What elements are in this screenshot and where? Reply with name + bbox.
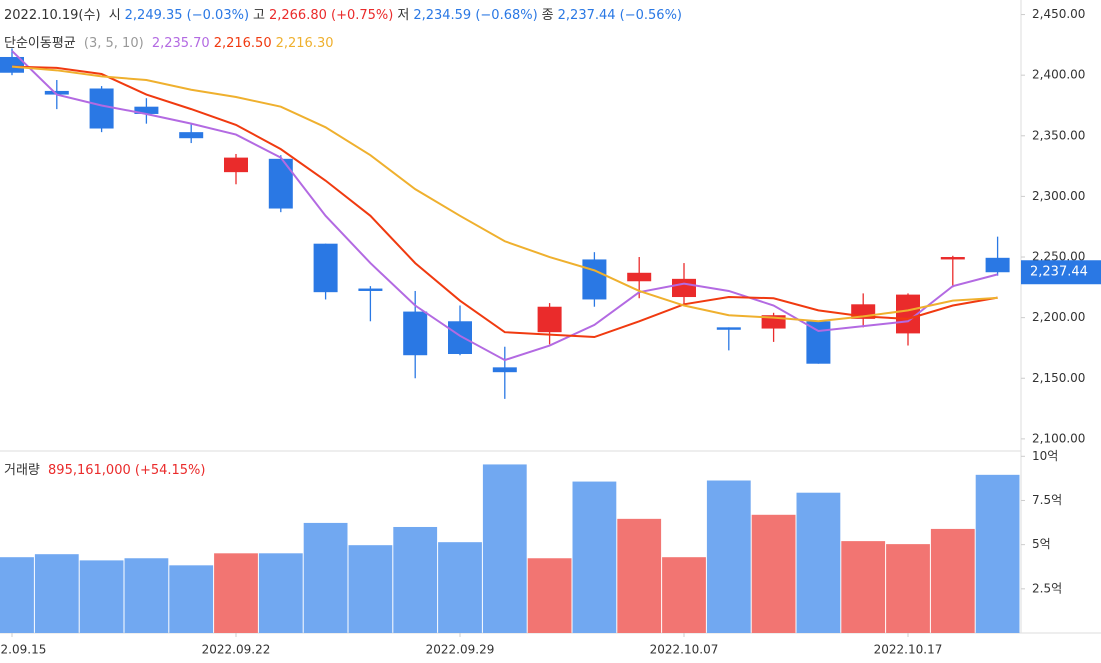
candle-body — [313, 243, 338, 293]
ma-title: 단순이동평균 — [4, 36, 76, 51]
x-tick-label: 2022.09.22 — [202, 643, 271, 657]
candle-body — [985, 257, 1010, 273]
y-tick-label: 2,450.00 — [1032, 7, 1085, 21]
y-tick-label: 2,350.00 — [1032, 128, 1085, 142]
y-tick-label: 2,300.00 — [1032, 189, 1085, 203]
volume-bar — [527, 558, 572, 633]
candle-body — [627, 272, 652, 282]
volume-bar — [751, 514, 796, 633]
ohlc-value: 2,237.44 (−0.56%) — [557, 8, 682, 23]
volume-bar — [214, 553, 258, 633]
volume-bar — [348, 545, 393, 633]
candle-body — [537, 306, 562, 333]
volume-bar — [975, 474, 1020, 633]
volume-bar — [572, 481, 617, 633]
y-tick-label: 2,100.00 — [1032, 431, 1085, 445]
candle-body — [89, 88, 114, 129]
y-tick-label: 2,400.00 — [1032, 68, 1085, 82]
y-tick-label: 2.5억 — [1032, 581, 1062, 595]
last-price-label: 2,237.44 — [1030, 265, 1088, 280]
volume-header: 거래량 895,161,000 (+54.15%) — [4, 459, 209, 478]
moving-average — [11, 65, 998, 339]
y-tick-label: 5억 — [1032, 537, 1051, 551]
candle-body — [940, 257, 965, 260]
ohlc-label: 저 — [397, 8, 410, 23]
y-tick-label: 10억 — [1032, 449, 1058, 463]
candle-body — [806, 321, 831, 364]
candle-body — [44, 90, 69, 95]
ohlc-label: 고 — [253, 8, 265, 23]
date: 2022.10.19(수) — [4, 8, 101, 23]
ohlc-value: 2,234.59 (−0.68%) — [413, 8, 538, 23]
volume-bar — [79, 560, 124, 633]
y-tick-label: 2,200.00 — [1032, 310, 1085, 324]
volume-bar — [662, 557, 706, 633]
price-header: 2022.10.19(수) 시 2,249.35 (−0.03%) 고 2,266.8… — [4, 4, 690, 23]
y-tick-label: 2,250.00 — [1032, 250, 1085, 264]
moving-average — [11, 50, 998, 362]
candle-body — [582, 259, 607, 300]
volume-bar — [169, 565, 214, 633]
y-tick-label: 2,150.00 — [1032, 371, 1085, 385]
candle-body — [0, 56, 24, 73]
ma-value: 2,235.70 — [151, 36, 210, 51]
volume-bar — [124, 558, 169, 633]
ohlc-value: 2,249.35 (−0.03%) — [124, 8, 250, 23]
ohlc-items: 시 2,249.35 (−0.03%) 고 2,266.80 (+0.75%) 저 2,2… — [109, 8, 686, 23]
volume-bar — [0, 557, 34, 633]
candle-body — [224, 157, 248, 173]
ohlc-value: 2,266.80 (+0.75%) — [268, 8, 394, 23]
volume-bar — [886, 544, 930, 633]
x-tick-label: 2022.10.07 — [650, 643, 719, 657]
x-tick-label: 2022.09.15 — [0, 643, 46, 657]
volume-title: 거래량 — [4, 463, 40, 478]
candle-body — [179, 132, 204, 139]
ma-periods: (3, 5, 10) — [83, 36, 144, 51]
candle-body — [403, 311, 428, 356]
volume-bar — [930, 528, 975, 633]
volume-bar — [841, 541, 886, 633]
candle-body — [358, 288, 383, 291]
x-tick-label: 2022.09.29 — [426, 643, 495, 657]
volume-bar — [303, 522, 348, 633]
ma-values: 2,235.70 2,216.50 2,216.30 — [152, 36, 338, 51]
candle-body — [492, 367, 517, 373]
ma-value: 2,216.30 — [275, 36, 334, 51]
volume-bar — [706, 480, 751, 633]
moving-average — [11, 65, 998, 323]
volume-bar — [258, 553, 303, 633]
volume-bar — [617, 518, 662, 633]
candle-body — [134, 106, 159, 114]
candle-body — [448, 321, 472, 355]
volume-bar — [796, 492, 841, 633]
y-tick-label: 7.5억 — [1032, 493, 1062, 507]
candle-body — [672, 278, 696, 298]
volume-bar — [34, 554, 79, 633]
volume-value: 895,161,000 (+54.15%) — [48, 463, 206, 478]
candle-body — [268, 158, 293, 209]
ma-legend: 단순이동평균 (3, 5, 10) 2,235.70 2,216.50 2,216.… — [4, 32, 341, 51]
x-tick-label: 2022.10.17 — [874, 643, 943, 657]
last-price-tag — [1021, 260, 1101, 285]
ohlc-label: 시 — [108, 8, 121, 23]
volume-bar — [482, 464, 527, 633]
candle-body — [716, 327, 741, 330]
volume-bar — [393, 526, 438, 633]
volume-bar — [438, 542, 482, 633]
ma-value: 2,216.50 — [213, 36, 272, 51]
ohlc-label: 종 — [541, 8, 554, 23]
